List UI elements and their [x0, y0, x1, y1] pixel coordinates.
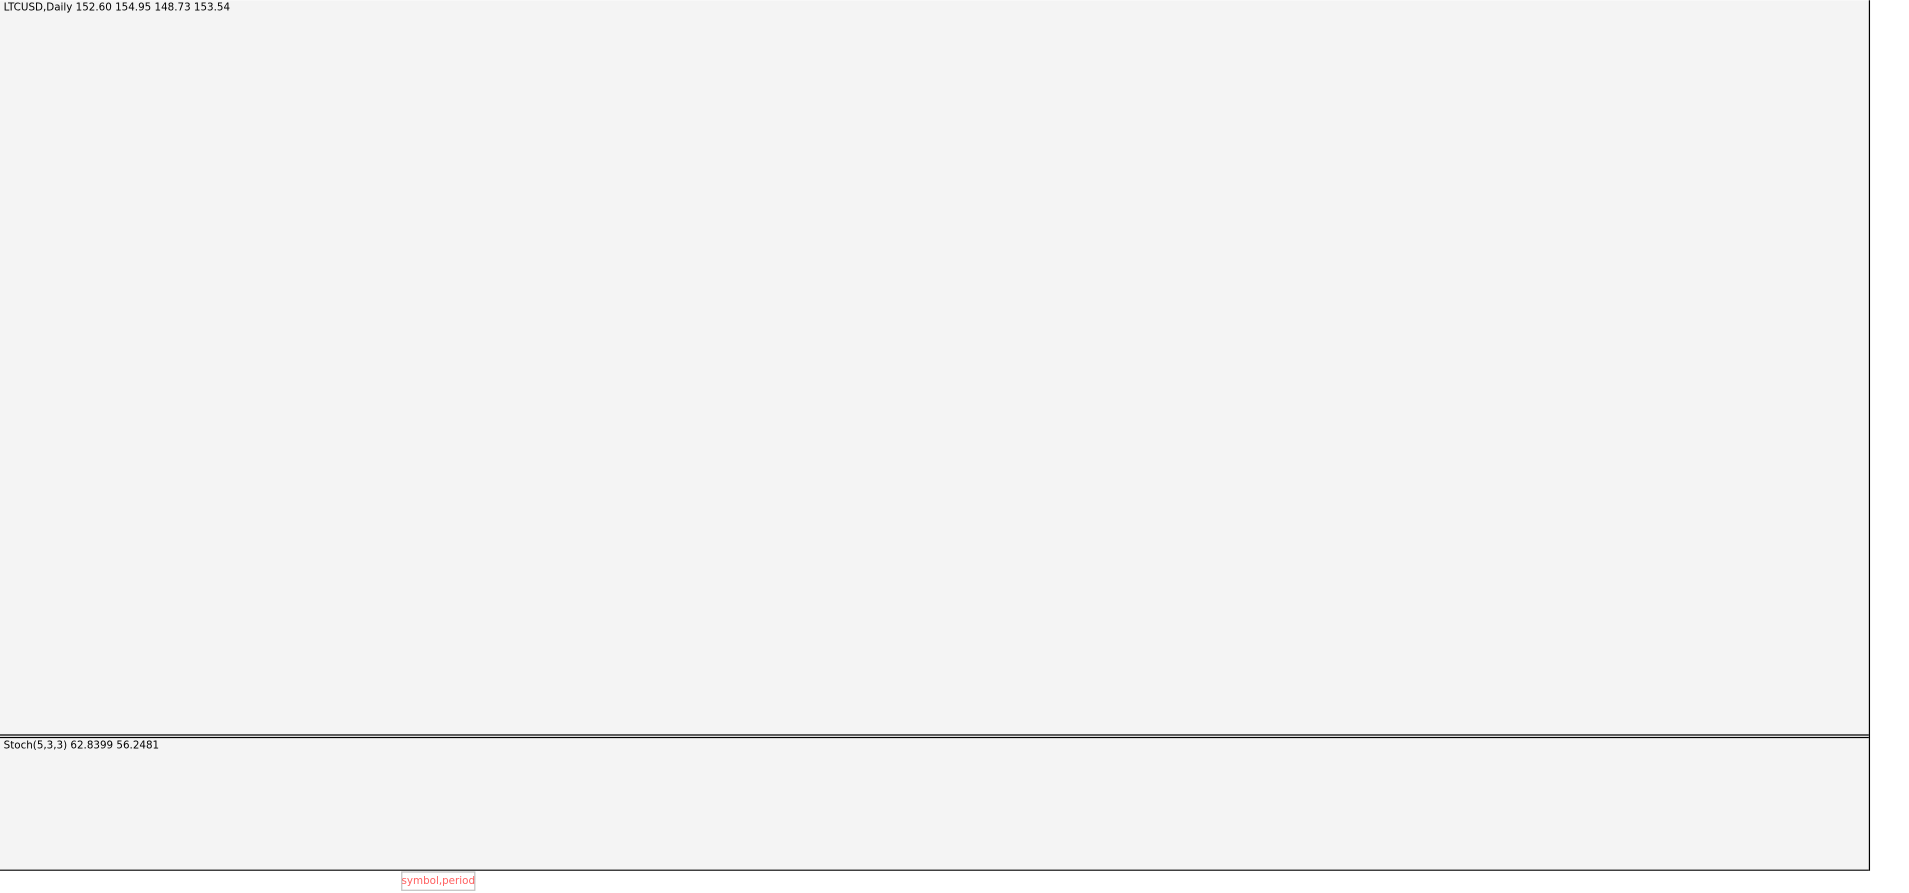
- drop-field[interactable]: [401, 871, 476, 891]
- indicator-title: Stoch(5,3,3) 62.8399 56.2481: [4, 739, 159, 751]
- drop-field-label[interactable]: symbol,period: [402, 875, 475, 887]
- price-panel: [0, 0, 1869, 735]
- stoch-panel: [0, 736, 1869, 870]
- chart-title: LTCUSD,Daily 152.60 154.95 148.73 153.54: [4, 2, 230, 14]
